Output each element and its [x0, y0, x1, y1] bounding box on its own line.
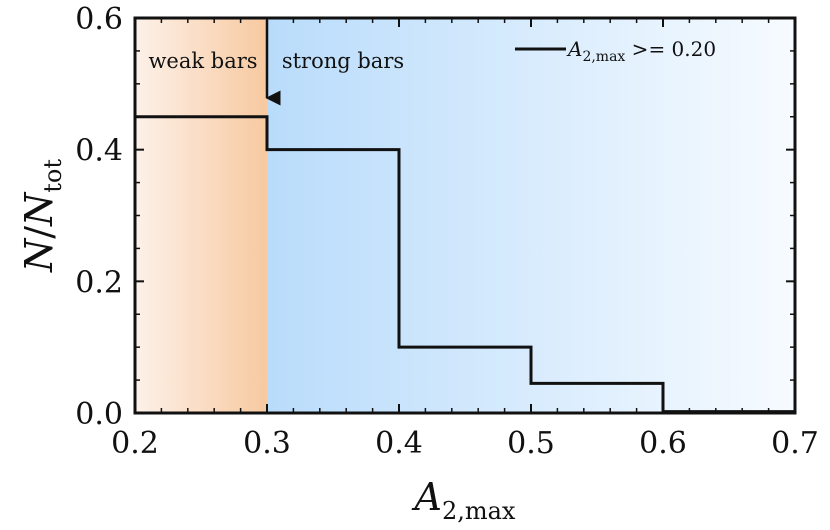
x-tick-label: 0.7	[771, 426, 819, 461]
tick-labels: 0.2 0.3 0.4 0.5 0.6 0.70.00.20.40.6	[75, 2, 819, 461]
x-tick-label: 0.5	[507, 426, 555, 461]
y-tick-label: 0.4	[75, 134, 123, 169]
y-axis-label: N/Ntot	[17, 159, 67, 273]
x-axis-label-sub: 2,max	[442, 497, 516, 525]
y-tick-label: 0.2	[75, 265, 123, 300]
legend-var: A	[566, 37, 582, 61]
legend-sub: 2,max	[582, 49, 625, 65]
x-tick-label: 0.2	[111, 426, 159, 461]
y-axis-label-num: N	[17, 237, 61, 273]
x-axis-label: A2,max	[412, 475, 516, 525]
legend: A2,max >= 0.20	[515, 37, 716, 65]
y-tick-label: 0.0	[75, 397, 123, 432]
x-tick-label: 0.3	[243, 426, 291, 461]
histogram-step-line	[135, 115, 795, 414]
x-tick-label: 0.4	[375, 426, 423, 461]
strong-bars-label: strong bars	[282, 49, 404, 73]
weak-bars-label: weak bars	[148, 49, 257, 73]
y-axis-label-slash: /	[17, 226, 61, 239]
x-tick-label: 0.6	[639, 426, 687, 461]
legend-op: >= 0.20	[625, 37, 716, 61]
plot-frame	[133, 16, 797, 415]
weak-bars-region	[135, 18, 267, 413]
y-tick-label: 0.6	[75, 2, 123, 37]
y-axis-label-sub: tot	[39, 159, 67, 193]
x-axis-label-var: A	[412, 475, 442, 519]
y-axis-label-den: N	[17, 191, 61, 227]
legend-entry: A2,max >= 0.20	[566, 37, 716, 65]
